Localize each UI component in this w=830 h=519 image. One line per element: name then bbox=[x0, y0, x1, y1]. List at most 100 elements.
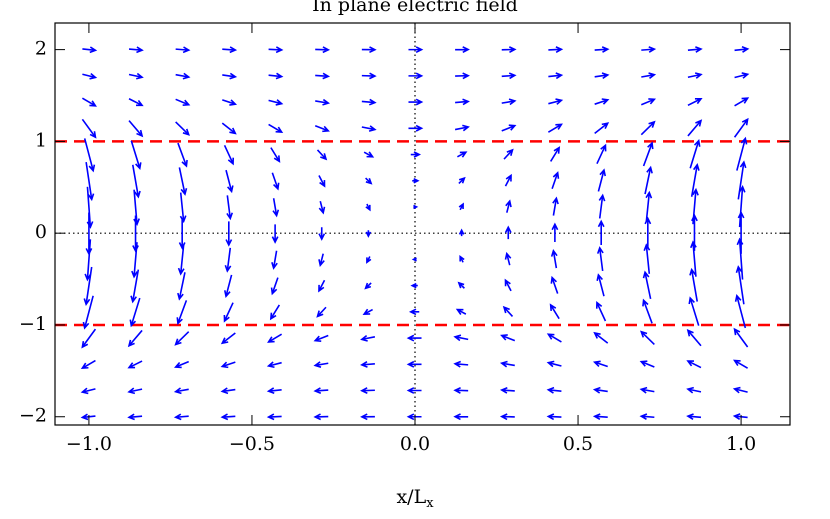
vector-arrow bbox=[735, 265, 745, 305]
vector-arrow bbox=[82, 72, 98, 80]
vector-arrow bbox=[412, 178, 420, 184]
vector-arrow bbox=[643, 243, 651, 274]
vector-arrow bbox=[594, 46, 610, 53]
vector-arrow bbox=[271, 172, 280, 191]
vector-arrow bbox=[505, 199, 512, 213]
vector-arrow bbox=[360, 387, 375, 394]
vector-arrow bbox=[173, 413, 189, 421]
vector-arrow bbox=[318, 227, 326, 241]
vector-arrow bbox=[413, 204, 419, 210]
vector-arrow bbox=[127, 360, 143, 369]
vector-arrow bbox=[266, 387, 282, 395]
vector-arrow bbox=[316, 149, 328, 161]
vector-arrow bbox=[127, 413, 143, 421]
vector-arrow bbox=[550, 249, 558, 269]
vector-arrow bbox=[365, 203, 371, 212]
chart-title: In plane electric field bbox=[312, 0, 518, 16]
vector-arrow bbox=[598, 193, 606, 219]
vector-arrow bbox=[551, 171, 560, 190]
vector-arrow bbox=[271, 224, 279, 244]
vector-arrow bbox=[642, 298, 653, 324]
vector-arrow bbox=[223, 274, 233, 298]
vector-arrow bbox=[82, 46, 98, 54]
vector-arrow bbox=[226, 195, 234, 221]
vector-arrow bbox=[220, 332, 236, 345]
vector-arrow bbox=[733, 359, 749, 369]
y-tick-label: −1 bbox=[19, 313, 47, 335]
vector-arrow bbox=[176, 300, 188, 325]
vector-arrow bbox=[366, 256, 372, 264]
vector-arrow bbox=[177, 272, 186, 301]
vector-arrow bbox=[270, 147, 281, 163]
vector-arrow bbox=[408, 98, 424, 106]
vector-arrow bbox=[130, 269, 140, 304]
vector-arrow bbox=[360, 413, 375, 421]
vector-arrow bbox=[364, 282, 372, 290]
vector-arrow bbox=[594, 122, 610, 134]
vector-arrow bbox=[270, 277, 279, 296]
x-tick-label: 1.0 bbox=[726, 433, 756, 455]
vector-arrow bbox=[268, 99, 284, 106]
vector-arrow bbox=[222, 72, 238, 80]
vector-arrow bbox=[267, 333, 283, 343]
vector-arrow bbox=[734, 46, 750, 53]
vector-arrow bbox=[551, 222, 559, 243]
vector-arrow bbox=[318, 253, 325, 267]
vector-arrow bbox=[406, 387, 422, 394]
vector-arrow bbox=[597, 168, 607, 192]
vector-arrow bbox=[365, 177, 373, 185]
vector-arrow bbox=[315, 72, 331, 80]
vector-arrow bbox=[596, 273, 605, 297]
vector-arrow bbox=[457, 281, 465, 289]
vector-arrow bbox=[315, 98, 331, 106]
vector-arrow bbox=[639, 413, 655, 421]
vector-arrow bbox=[408, 46, 424, 54]
vector-arrow bbox=[550, 275, 559, 294]
vector-arrow bbox=[314, 124, 330, 133]
vector-arrow bbox=[690, 163, 700, 197]
x-tick-label: 0.0 bbox=[400, 433, 430, 455]
vector-arrow bbox=[692, 187, 699, 225]
vector-arrow bbox=[362, 308, 373, 315]
vector-arrow bbox=[175, 46, 191, 54]
vector-arrow bbox=[734, 294, 747, 329]
vector-arrow bbox=[220, 413, 236, 421]
vector-arrow bbox=[174, 331, 190, 346]
vector-arrow bbox=[501, 124, 517, 132]
vector-arrow bbox=[127, 329, 143, 348]
vector-arrow bbox=[223, 302, 234, 323]
vector-arrow bbox=[733, 117, 749, 138]
vector-arrow bbox=[592, 360, 608, 368]
vector-arrow bbox=[174, 360, 190, 369]
vector-arrow bbox=[458, 202, 464, 211]
vector-arrow bbox=[500, 334, 516, 342]
vector-arrow bbox=[592, 413, 608, 421]
vector-arrow bbox=[223, 145, 235, 166]
vector-arrow bbox=[594, 72, 610, 80]
vector-arrow bbox=[85, 162, 95, 202]
vector-arrow bbox=[594, 98, 610, 105]
vector-arrow bbox=[499, 360, 515, 368]
vector-arrow bbox=[686, 413, 702, 421]
vector-arrow bbox=[80, 387, 96, 395]
vector-arrow bbox=[548, 46, 564, 53]
vector-arrow bbox=[644, 165, 653, 195]
vector-arrow bbox=[408, 72, 424, 80]
vector-arrow bbox=[732, 386, 748, 394]
vector-arrow bbox=[360, 361, 375, 368]
vector-arrow bbox=[80, 359, 96, 370]
vector-arrow bbox=[734, 72, 750, 79]
vector-arrow bbox=[592, 386, 608, 394]
vector-arrow bbox=[406, 334, 422, 342]
vector-arrow bbox=[129, 297, 141, 328]
vector-arrow bbox=[85, 212, 93, 256]
vector-arrow bbox=[596, 143, 607, 165]
vector-arrow bbox=[81, 97, 97, 107]
vector-arrow bbox=[173, 387, 189, 395]
vector-arrow bbox=[315, 46, 331, 54]
vector-arrow bbox=[82, 295, 94, 330]
vector-arrow bbox=[408, 308, 420, 316]
vector-arrow bbox=[499, 386, 515, 394]
vector-arrow bbox=[131, 164, 141, 199]
vector-arrow bbox=[313, 387, 329, 395]
